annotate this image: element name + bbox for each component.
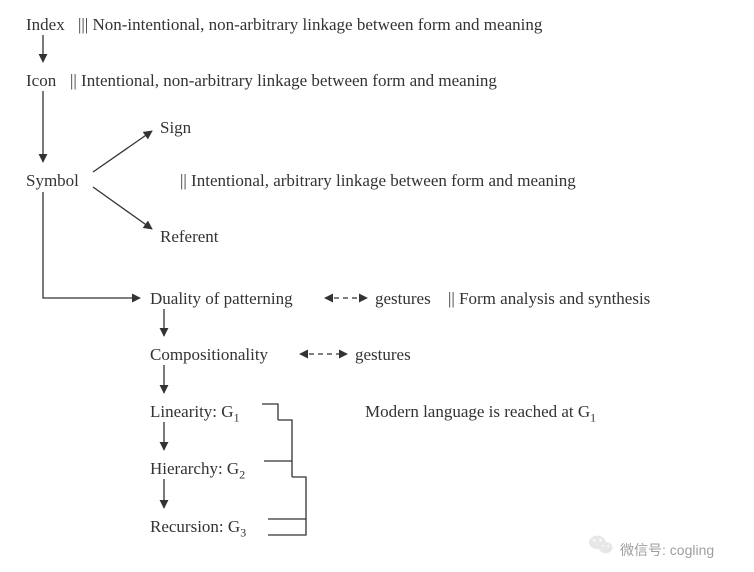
watermark-text: 微信号: cogling <box>620 540 714 560</box>
wechat-icon <box>588 532 614 558</box>
edge-symbol-duality <box>43 192 140 298</box>
edge-symbol-sign <box>93 131 152 172</box>
grammar-bracket <box>262 404 306 535</box>
edge-symbol-referent <box>93 187 152 229</box>
diagram-edges <box>0 0 754 572</box>
